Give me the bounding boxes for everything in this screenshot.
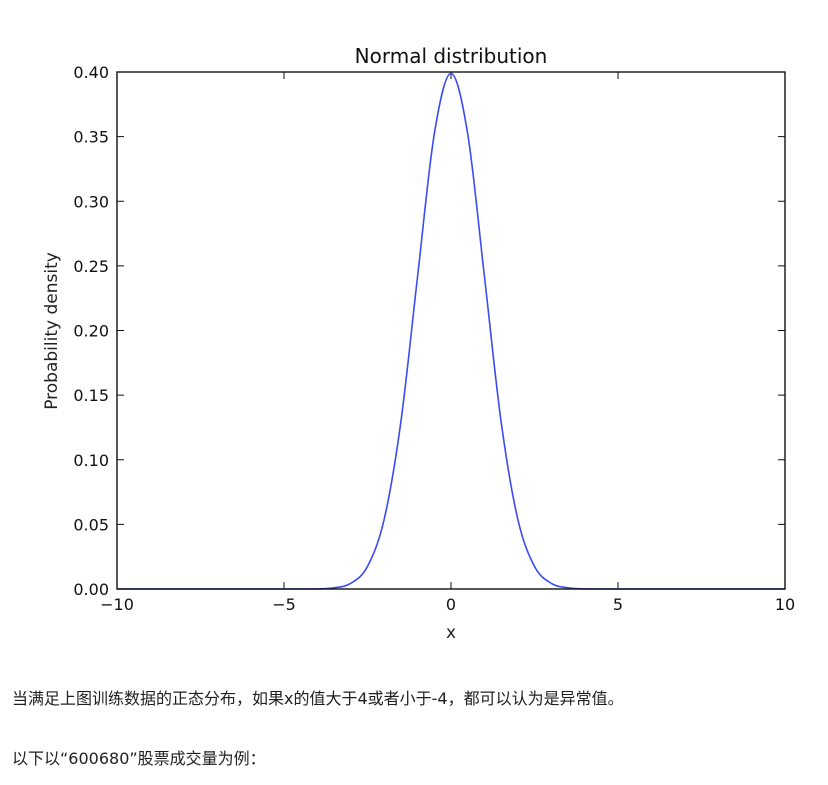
chart: Normal distribution 0.00 0.05 0.10 0.15 0.20…	[42, 44, 795, 643]
x-tick-label: 5	[613, 595, 623, 614]
y-tick-label: 0.10	[73, 451, 109, 470]
x-tick-label: 0	[446, 595, 456, 614]
x-tick-label: −5	[272, 595, 296, 614]
x-tick-label: −10	[100, 595, 134, 614]
y-axis-label: Probability density	[42, 252, 62, 410]
plot-frame	[116, 71, 786, 590]
y-tick-label: 0.30	[73, 192, 109, 211]
paragraph-example-intro: 以下以“600680”股票成交量为例：	[12, 749, 266, 768]
x-tick-label: 10	[775, 595, 795, 614]
y-tick-label: 0.00	[73, 580, 109, 599]
y-tick-label: 0.05	[73, 515, 109, 534]
y-tick-label: 0.20	[73, 322, 109, 341]
y-tick-label: 0.15	[73, 386, 109, 405]
paragraph-outlier-rule: 当满足上图训练数据的正态分布，如果x的值大于4或者小于-4，都可以认为是异常值。	[12, 689, 624, 708]
axes: 0.00 0.05 0.10 0.15 0.20 0.25 0.30 0.35 0.40 −10 −…	[73, 63, 795, 614]
series-line	[117, 72, 785, 590]
x-axis-label: x	[446, 623, 456, 643]
y-tick-label: 0.35	[73, 128, 109, 147]
y-tick-label: 0.25	[73, 257, 109, 276]
y-tick-label: 0.40	[73, 63, 109, 82]
chart-title: Normal distribution	[355, 44, 548, 68]
